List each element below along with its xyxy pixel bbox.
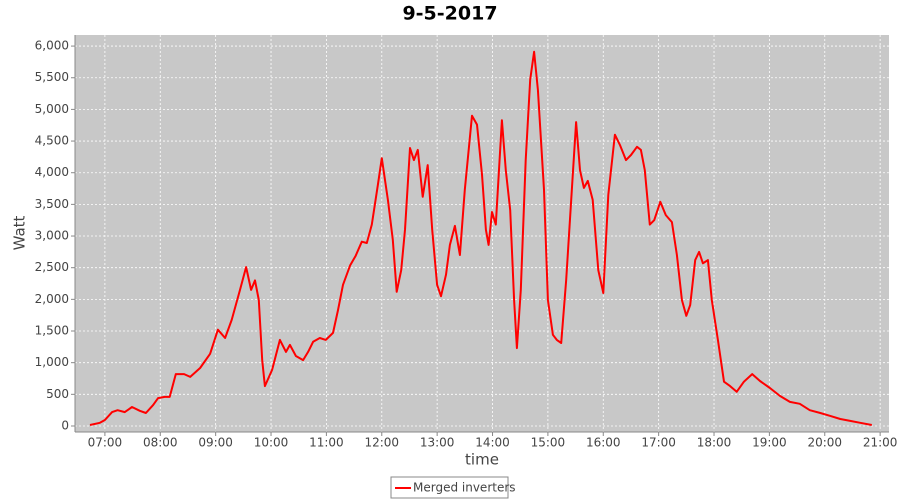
x-tick-label: 09:00 — [198, 436, 233, 450]
x-tick-label: 07:00 — [88, 436, 123, 450]
y-tick-label: 4,000 — [35, 165, 69, 179]
x-tick-label: 08:00 — [143, 436, 178, 450]
y-tick-label: 3,500 — [35, 197, 69, 211]
legend-box — [390, 476, 509, 499]
y-tick-label: 4,500 — [35, 134, 69, 148]
plot-area — [75, 35, 889, 432]
y-tick-label: 1,500 — [35, 324, 69, 338]
x-tick-label: 11:00 — [309, 436, 344, 450]
x-tick-label: 15:00 — [531, 436, 566, 450]
chart-title: 9-5-2017 — [402, 3, 497, 25]
x-tick-label: 20:00 — [807, 436, 842, 450]
legend: Merged inverters — [390, 476, 516, 499]
x-tick-label: 18:00 — [697, 436, 732, 450]
y-tick-label: 5,500 — [35, 70, 69, 84]
y-tick-label: 1,000 — [35, 355, 69, 369]
x-axis-label: time — [465, 451, 499, 469]
x-tick-label: 17:00 — [641, 436, 676, 450]
y-tick-label: 0 — [61, 418, 69, 432]
y-tick-label: 2,000 — [35, 292, 69, 306]
x-tick-label: 16:00 — [586, 436, 621, 450]
y-tick-label: 500 — [46, 387, 69, 401]
y-tick-label: 6,000 — [35, 39, 69, 53]
y-axis-label: Watt — [11, 215, 29, 250]
x-tick-label: 10:00 — [254, 436, 289, 450]
x-tick-label: 13:00 — [420, 436, 455, 450]
y-tick-label: 5,000 — [35, 102, 69, 116]
x-tick-label: 14:00 — [475, 436, 510, 450]
legend-label: Merged inverters — [413, 481, 516, 495]
y-tick-label: 2,500 — [35, 260, 69, 274]
x-tick-label: 12:00 — [364, 436, 399, 450]
x-tick-label: 19:00 — [752, 436, 787, 450]
y-tick-label: 3,000 — [35, 229, 69, 243]
x-tick-label: 21:00 — [863, 436, 898, 450]
series-line — [89, 50, 872, 426]
